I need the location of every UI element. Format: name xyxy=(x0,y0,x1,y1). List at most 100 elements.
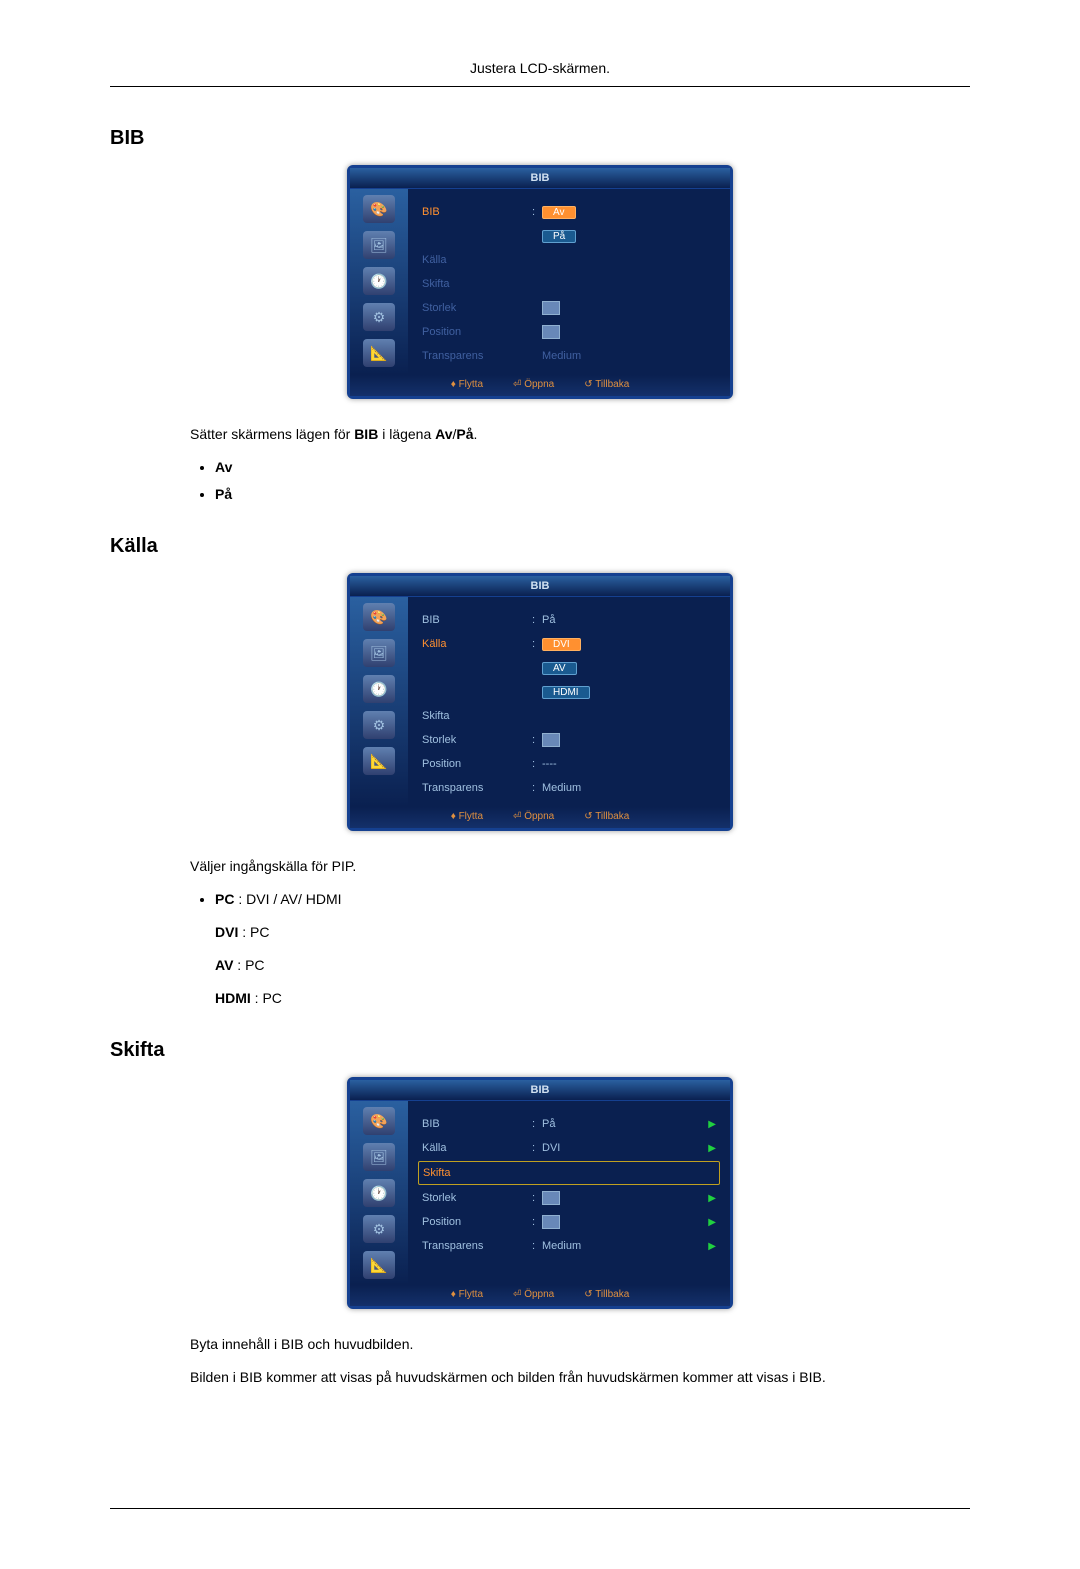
osd-row: Skifta xyxy=(418,705,720,727)
osd-sidebar-icon: 🖼 xyxy=(363,1143,395,1171)
section-title-kalla: Källa xyxy=(110,535,970,558)
section-title-bib: BIB xyxy=(110,127,970,150)
osd-footer-item: ⏎ Öppna xyxy=(513,1289,554,1300)
bullet-hdmi: HDMI : PC xyxy=(215,988,950,1009)
skifta-desc2: Bilden i BIB kommer att visas på huvudsk… xyxy=(190,1367,950,1388)
osd-row: Transparens:Medium xyxy=(418,777,720,799)
osd-row: På xyxy=(418,225,720,247)
arrow-right-icon: ▶ xyxy=(708,1119,716,1130)
osd-row-label: Skifta xyxy=(422,278,532,290)
osd-title: BIB xyxy=(350,1080,730,1101)
osd-sidebar-icon: 🎨 xyxy=(363,1107,395,1135)
osd-row-value: På xyxy=(542,614,555,626)
osd-row: Storlek: xyxy=(418,729,720,751)
osd-thumb-icon xyxy=(542,325,560,339)
osd-row: Transparens:Medium▶ xyxy=(418,1235,720,1257)
bullet-av-src: AV : PC xyxy=(215,955,950,976)
osd-footer-item: ♦ Flytta xyxy=(451,379,483,390)
osd-sidebar-icon: 🕐 xyxy=(363,267,395,295)
osd-row-value: DVI xyxy=(542,1142,560,1154)
osd-row-label: Källa xyxy=(422,1142,532,1154)
osd-row: Transparens Medium xyxy=(418,345,720,367)
osd-footer: ♦ Flytta ⏎ Öppna ↺ Tillbaka xyxy=(350,807,730,828)
osd-row-label: Position xyxy=(422,326,532,338)
osd-row: HDMI xyxy=(418,681,720,703)
osd-thumb-icon xyxy=(542,733,560,747)
bullet-pc: PC : DVI / AV/ HDMI xyxy=(215,889,950,910)
section-title-skifta: Skifta xyxy=(110,1039,970,1062)
osd-row-label: Position xyxy=(422,758,532,770)
osd-row-label: BIB xyxy=(422,614,532,626)
arrow-right-icon: ▶ xyxy=(708,1241,716,1252)
osd-row-label: Källa xyxy=(422,638,532,650)
osd-row-value: Medium xyxy=(542,782,581,794)
osd-row: Position xyxy=(418,321,720,343)
osd-sidebar-icon: 🖼 xyxy=(363,231,395,259)
bib-description-block: Sätter skärmens lägen för BIB i lägena A… xyxy=(190,424,950,505)
osd-dropdown-option: Av xyxy=(542,206,576,219)
osd-footer-item: ↺ Tillbaka xyxy=(584,811,629,822)
arrow-right-icon: ▶ xyxy=(708,1193,716,1204)
osd-row: Källa xyxy=(418,249,720,271)
osd-sidebar-icon: 🕐 xyxy=(363,675,395,703)
osd-sidebar-icon: 🎨 xyxy=(363,603,395,631)
osd-thumb-icon xyxy=(542,1215,560,1229)
arrow-right-icon: ▶ xyxy=(708,1143,716,1154)
osd-row-label: Storlek xyxy=(422,302,532,314)
osd-row-label: Transparens xyxy=(422,1240,532,1252)
osd-sidebar-icon: 🎨 xyxy=(363,195,395,223)
page-header: Justera LCD-skärmen. xyxy=(110,60,970,87)
osd-row-label: Transparens xyxy=(422,350,532,362)
osd-footer-item: ⏎ Öppna xyxy=(513,379,554,390)
osd-row: Skifta xyxy=(418,273,720,295)
kalla-bullets: PC : DVI / AV/ HDMI xyxy=(215,889,950,910)
osd-sidebar: 🎨🖼🕐⚙📐 xyxy=(350,1101,408,1285)
osd-row: Källa:DVI xyxy=(418,633,720,655)
osd-footer: ♦ Flytta⏎ Öppna↺ Tillbaka xyxy=(350,1285,730,1306)
osd-footer-item: ♦ Flytta xyxy=(451,1289,483,1300)
osd-panel-kalla: BIB 🎨🖼🕐⚙📐 BIB:PåKälla:DVIAVHDMISkiftaSto… xyxy=(347,573,733,831)
osd-sidebar: 🎨🖼🕐⚙📐 xyxy=(350,597,408,807)
osd-sidebar-icon: 📐 xyxy=(363,1251,395,1279)
osd-row-label: BIB xyxy=(422,1118,532,1130)
osd-row: Storlek xyxy=(418,297,720,319)
bib-description: Sätter skärmens lägen för BIB i lägena A… xyxy=(190,424,950,445)
osd-footer-item: ♦ Flytta xyxy=(451,811,483,822)
osd-row: BIB:På▶ xyxy=(418,1113,720,1135)
osd-dropdown-option: HDMI xyxy=(542,686,590,699)
bib-bullets: Av På xyxy=(215,457,950,505)
osd-row-label: Position xyxy=(422,1216,532,1228)
osd-sidebar-icon: 🖼 xyxy=(363,639,395,667)
osd-row: Position:---- xyxy=(418,753,720,775)
osd-title: BIB xyxy=(350,576,730,597)
skifta-description-block: Byta innehåll i BIB och huvudbilden. Bil… xyxy=(190,1334,950,1388)
osd-row: Storlek:▶ xyxy=(418,1187,720,1209)
osd-thumb-icon xyxy=(542,1191,560,1205)
osd-footer-item: ⏎ Öppna xyxy=(513,811,554,822)
osd-dropdown-option: AV xyxy=(542,662,577,675)
osd-sidebar-icon: ⚙ xyxy=(363,711,395,739)
osd-row-value: Medium xyxy=(542,350,581,362)
osd-row: AV xyxy=(418,657,720,679)
osd-row-label: Skifta xyxy=(423,1167,533,1179)
osd-row-label: BIB xyxy=(422,206,532,218)
osd-row-value: ---- xyxy=(542,758,557,770)
osd-panel-bib: BIB 🎨🖼🕐⚙📐 BIB:AvPåKällaSkiftaStorlekPosi… xyxy=(347,165,733,399)
osd-thumb-icon xyxy=(542,301,560,315)
arrow-right-icon: ▶ xyxy=(708,1217,716,1228)
osd-panel-skifta: BIB 🎨🖼🕐⚙📐 BIB:På▶Källa:DVI▶SkiftaStorlek… xyxy=(347,1077,733,1309)
kalla-description: Väljer ingångskälla för PIP. xyxy=(190,856,950,877)
osd-sidebar-icon: ⚙ xyxy=(363,1215,395,1243)
osd-row-label: Källa xyxy=(422,254,532,266)
osd-dropdown-option: DVI xyxy=(542,638,581,651)
footer-rule xyxy=(110,1508,970,1509)
bullet-pa: På xyxy=(215,486,232,502)
osd-row-label: Storlek xyxy=(422,734,532,746)
osd-row-label: Skifta xyxy=(422,710,532,722)
osd-row: BIB:Av xyxy=(418,201,720,223)
osd-sidebar-icon: ⚙ xyxy=(363,303,395,331)
osd-row-label: Transparens xyxy=(422,782,532,794)
osd-row: Skifta xyxy=(418,1161,720,1185)
osd-footer-item: ↺ Tillbaka xyxy=(584,379,629,390)
osd-row: Källa:DVI▶ xyxy=(418,1137,720,1159)
